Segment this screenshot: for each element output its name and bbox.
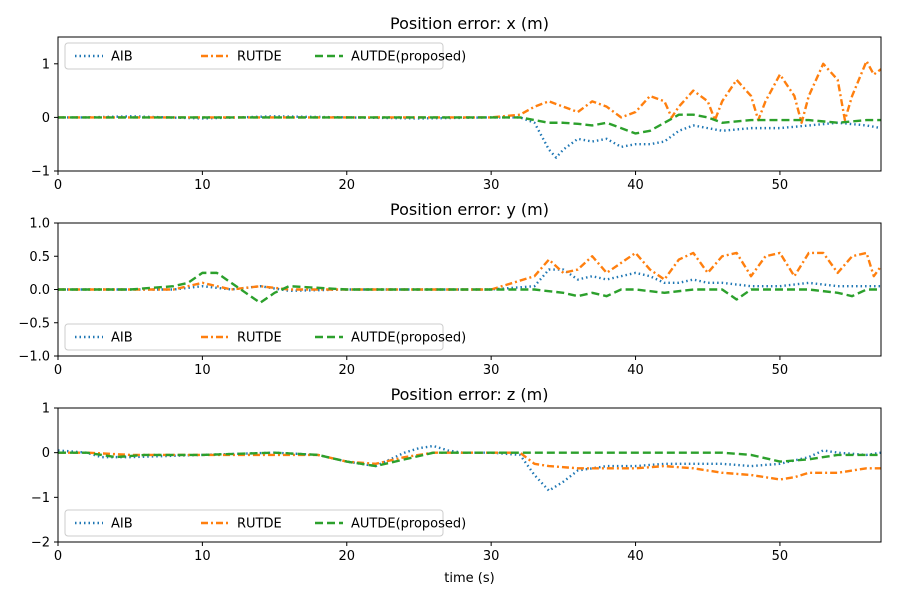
series-line-1 — [58, 444, 881, 492]
y-tick-label: 0.0 — [29, 283, 50, 298]
x-tick-label: 10 — [194, 178, 211, 193]
subplot-2: Position error: y (m) 0 10 20 30 40 50 −1.0 −0.5… — [18, 200, 882, 378]
legend-box — [64, 323, 444, 351]
x-tick-label: 0 — [54, 178, 62, 193]
x-tick-label: 30 — [483, 549, 500, 564]
legend-box — [64, 42, 444, 70]
x-tick-label: 20 — [338, 363, 355, 378]
x-tick-label: 10 — [194, 363, 211, 378]
legend-label: AUTDE(proposed) — [351, 50, 466, 65]
series-line-2 — [58, 451, 881, 481]
legend-label: AUTDE(proposed) — [351, 331, 466, 346]
x-tick-label: 20 — [338, 178, 355, 193]
legend-label: RUTDE — [237, 331, 282, 346]
series-line-1 — [58, 115, 881, 159]
x-tick-label: 0 — [54, 549, 62, 564]
x-tick-label: 40 — [627, 178, 644, 193]
x-axis-label: time (s) — [444, 571, 494, 586]
legend-label: RUTDE — [237, 50, 282, 65]
y-tick-label: −1 — [31, 165, 50, 180]
chart-title: Position error: z (m) — [391, 385, 549, 404]
y-tick-label: −2 — [31, 536, 50, 551]
legend: AIB RUTDE AUTDE(proposed) — [64, 42, 466, 70]
y-tick-label: 1 — [42, 57, 50, 72]
y-tick-label: −0.5 — [18, 316, 50, 331]
subplot-1: Position error: x (m) 0 10 20 30 40 50 −1 0 1 AIB R… — [31, 14, 882, 193]
legend-label: AIB — [111, 50, 133, 65]
x-tick-label: 50 — [772, 178, 789, 193]
y-tick-label: 0 — [42, 446, 50, 461]
y-tick-label: 0.5 — [29, 250, 50, 265]
legend: AIB RUTDE AUTDE(proposed) — [64, 509, 466, 537]
series-line-2 — [58, 59, 881, 124]
x-tick-label: 40 — [627, 363, 644, 378]
axes-frame — [57, 407, 882, 543]
chart-title: Position error: x (m) — [390, 14, 549, 33]
x-tick-label: 30 — [483, 363, 500, 378]
x-tick-label: 0 — [54, 363, 62, 378]
x-tick-label: 10 — [194, 549, 211, 564]
y-tick-label: 1 — [42, 402, 50, 417]
y-tick-label: 1.0 — [29, 217, 50, 232]
series-line-3 — [58, 113, 881, 135]
x-tick-label: 40 — [627, 549, 644, 564]
x-tick-label: 20 — [338, 549, 355, 564]
y-tick-label: −1 — [31, 491, 50, 506]
x-tick-label: 50 — [772, 549, 789, 564]
legend-label: AUTDE(proposed) — [351, 517, 466, 532]
series-line-2 — [58, 251, 881, 291]
x-tick-label: 50 — [772, 363, 789, 378]
axes-frame — [57, 36, 882, 172]
subplot-3: Position error: z (m) 0 10 20 30 40 50 −2 −1 0 1 ti… — [31, 385, 882, 586]
chart-title: Position error: y (m) — [390, 200, 549, 219]
x-tick-label: 30 — [483, 178, 500, 193]
legend-box — [64, 509, 444, 537]
legend: AIB RUTDE AUTDE(proposed) — [64, 323, 466, 351]
series-line-3 — [58, 271, 881, 304]
y-tick-label: 0 — [42, 111, 50, 126]
legend-label: AIB — [111, 331, 133, 346]
legend-label: RUTDE — [237, 517, 282, 532]
series-line-3 — [58, 451, 881, 468]
legend-label: AIB — [111, 517, 133, 532]
y-tick-label: −1.0 — [18, 350, 50, 365]
